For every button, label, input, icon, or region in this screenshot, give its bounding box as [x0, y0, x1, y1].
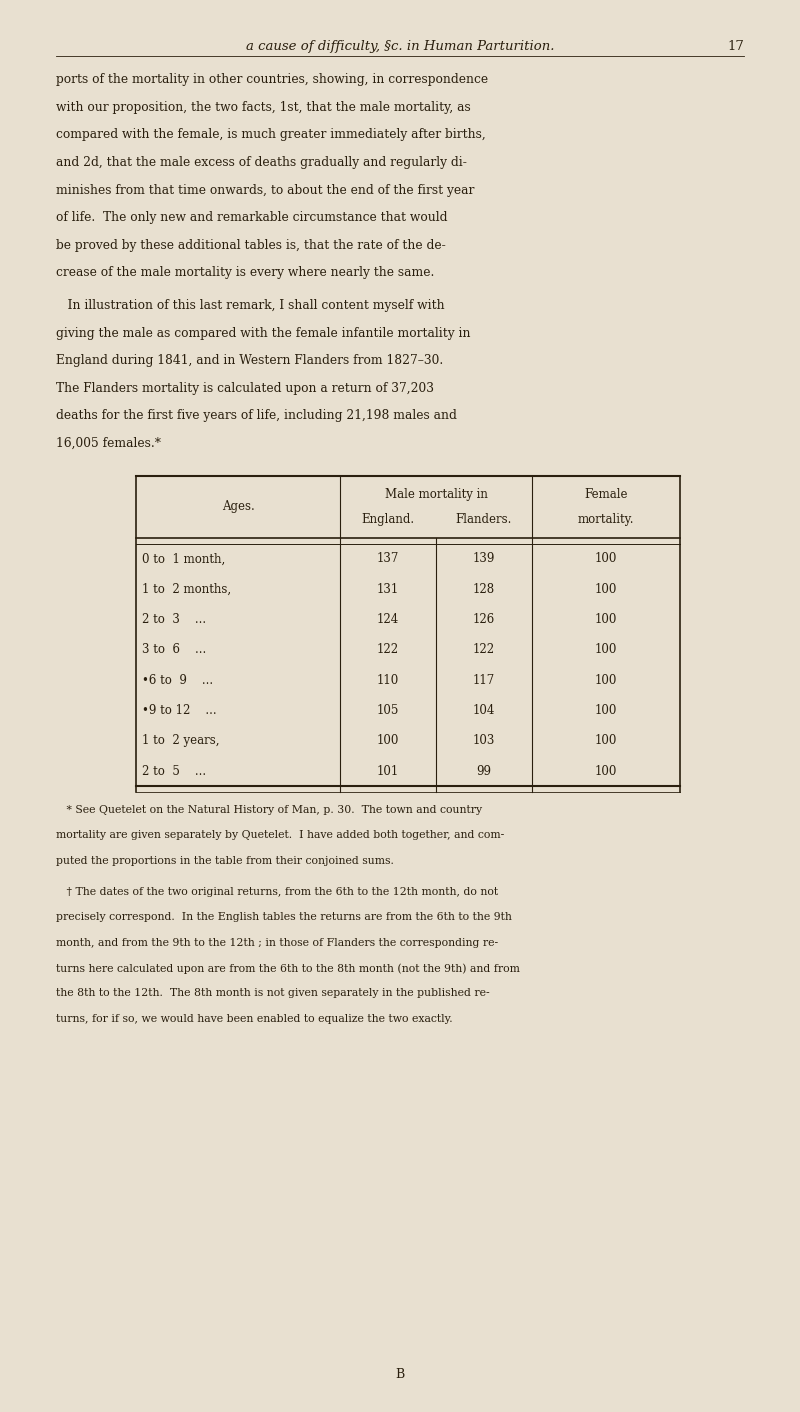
Text: * See Quetelet on the Natural History of Man, p. 30.  The town and country: * See Quetelet on the Natural History of… [56, 805, 482, 815]
Text: 100: 100 [595, 674, 617, 686]
Text: mortality are given separately by Quetelet.  I have added both together, and com: mortality are given separately by Quetel… [56, 830, 504, 840]
Text: 2 to  3    ...: 2 to 3 ... [142, 613, 206, 626]
Text: 17: 17 [727, 40, 744, 52]
Text: 100: 100 [595, 583, 617, 596]
Text: 128: 128 [473, 583, 495, 596]
Text: 100: 100 [595, 613, 617, 626]
Text: 1 to  2 months,: 1 to 2 months, [142, 583, 231, 596]
Text: crease of the male mortality is every where nearly the same.: crease of the male mortality is every wh… [56, 265, 434, 280]
Text: 100: 100 [595, 734, 617, 747]
Text: 117: 117 [473, 674, 495, 686]
Text: compared with the female, is much greater immediately after births,: compared with the female, is much greate… [56, 128, 486, 141]
Text: 103: 103 [473, 734, 495, 747]
Text: 0 to  1 month,: 0 to 1 month, [142, 552, 226, 565]
Text: precisely correspond.  In the English tables the returns are from the 6th to the: precisely correspond. In the English tab… [56, 912, 512, 922]
Text: 131: 131 [377, 583, 399, 596]
Text: 126: 126 [473, 613, 495, 626]
Text: 16,005 females.*: 16,005 females.* [56, 436, 161, 450]
Text: † The dates of the two original returns, from the 6th to the 12th month, do not: † The dates of the two original returns,… [56, 887, 498, 897]
Text: mortality.: mortality. [578, 513, 634, 527]
Text: England.: England. [362, 513, 414, 527]
Text: 1 to  2 years,: 1 to 2 years, [142, 734, 220, 747]
Text: a cause of difficulty, §c. in Human Parturition.: a cause of difficulty, §c. in Human Part… [246, 40, 554, 52]
Text: 101: 101 [377, 765, 399, 778]
Text: turns here calculated upon are from the 6th to the 8th month (not the 9th) and f: turns here calculated upon are from the … [56, 963, 520, 973]
Text: deaths for the first five years of life, including 21,198 males and: deaths for the first five years of life,… [56, 409, 457, 422]
Text: Ages.: Ages. [222, 500, 254, 514]
Text: 2 to  5    ...: 2 to 5 ... [142, 765, 206, 778]
Text: B: B [395, 1368, 405, 1381]
Text: 139: 139 [473, 552, 495, 565]
Text: 99: 99 [477, 765, 491, 778]
Text: 122: 122 [473, 644, 495, 657]
Text: turns, for if so, we would have been enabled to equalize the two exactly.: turns, for if so, we would have been ena… [56, 1014, 453, 1024]
Text: with our proposition, the two facts, 1st, that the male mortality, as: with our proposition, the two facts, 1st… [56, 102, 470, 114]
Text: 104: 104 [473, 705, 495, 717]
Text: 137: 137 [377, 552, 399, 565]
Text: 124: 124 [377, 613, 399, 626]
Text: The Flanders mortality is calculated upon a return of 37,203: The Flanders mortality is calculated upo… [56, 381, 434, 395]
Text: 100: 100 [595, 644, 617, 657]
Text: •6 to  9    ...: •6 to 9 ... [142, 674, 214, 686]
Text: the 8th to the 12th.  The 8th month is not given separately in the published re-: the 8th to the 12th. The 8th month is no… [56, 988, 490, 998]
Text: 100: 100 [595, 705, 617, 717]
Text: Male mortality in: Male mortality in [385, 487, 487, 501]
Text: 122: 122 [377, 644, 399, 657]
Text: 100: 100 [595, 765, 617, 778]
Text: ports of the mortality in other countries, showing, in correspondence: ports of the mortality in other countrie… [56, 73, 488, 86]
Text: and 2d, that the male excess of deaths gradually and regularly di-: and 2d, that the male excess of deaths g… [56, 155, 467, 169]
Text: •9 to 12    ...: •9 to 12 ... [142, 705, 217, 717]
Text: 3 to  6    ...: 3 to 6 ... [142, 644, 206, 657]
Text: be proved by these additional tables is, that the rate of the de-: be proved by these additional tables is,… [56, 239, 446, 251]
Text: giving the male as compared with the female infantile mortality in: giving the male as compared with the fem… [56, 326, 470, 340]
Text: Female: Female [584, 487, 628, 501]
Text: month, and from the 9th to the 12th ; in those of Flanders the corresponding re-: month, and from the 9th to the 12th ; in… [56, 938, 498, 947]
Text: puted the proportions in the table from their conjoined sums.: puted the proportions in the table from … [56, 856, 394, 866]
Text: minishes from that time onwards, to about the end of the first year: minishes from that time onwards, to abou… [56, 184, 474, 196]
Text: of life.  The only new and remarkable circumstance that would: of life. The only new and remarkable cir… [56, 210, 447, 225]
Text: In illustration of this last remark, I shall content myself with: In illustration of this last remark, I s… [56, 299, 445, 312]
Text: Flanders.: Flanders. [456, 513, 512, 527]
Text: 110: 110 [377, 674, 399, 686]
Text: 105: 105 [377, 705, 399, 717]
Text: 100: 100 [595, 552, 617, 565]
Text: 100: 100 [377, 734, 399, 747]
Text: England during 1841, and in Western Flanders from 1827–30.: England during 1841, and in Western Flan… [56, 354, 443, 367]
